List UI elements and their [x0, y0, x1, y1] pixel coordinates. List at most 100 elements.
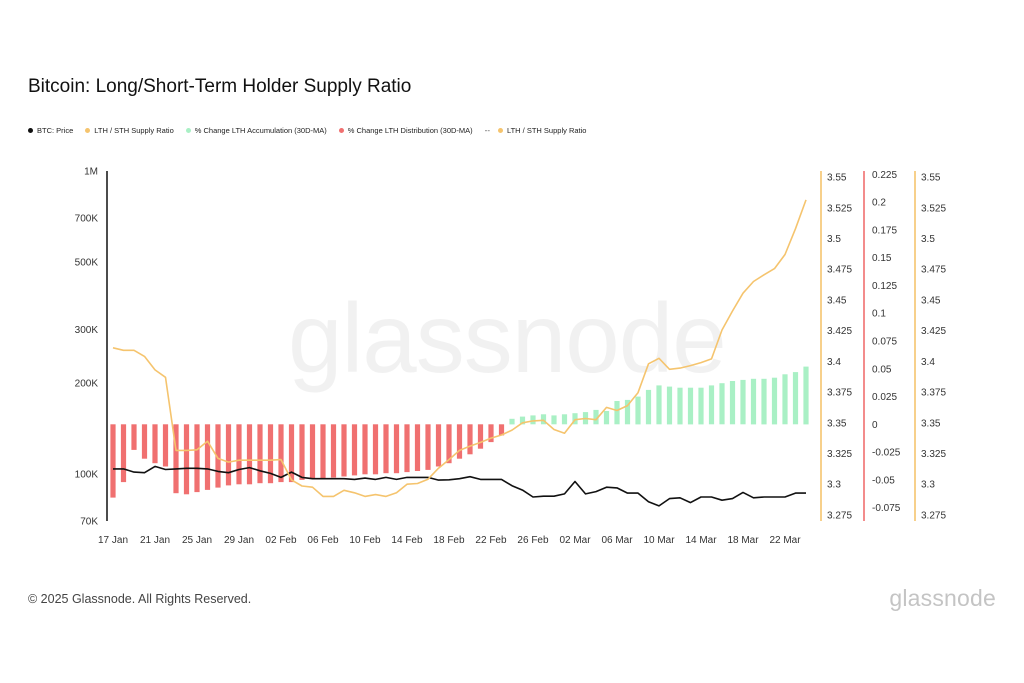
- legend-label: LTH / STH Supply Ratio: [506, 125, 587, 135]
- accumulation-bar: [687, 387, 694, 425]
- distribution-bar: [120, 424, 127, 483]
- y-ratio-tick-label: 3.325: [827, 449, 852, 460]
- distribution-bar: [341, 424, 347, 477]
- distribution-bar: [267, 424, 274, 484]
- legend-item-supply-ratio-dashed[interactable]: -- LTH / STH Supply Ratio: [485, 126, 587, 135]
- distribution-bar: [141, 424, 148, 459]
- y-ratio-tick-label: 3.475: [921, 265, 946, 276]
- x-tick-label: 21 Jan: [140, 535, 170, 546]
- y-ratio-tick-label: 3.45: [921, 295, 941, 306]
- y-pct-tick-label: -0.05: [872, 475, 895, 486]
- bars-layer: [110, 366, 809, 498]
- accumulation-bar: [614, 401, 620, 425]
- distribution-bar: [257, 424, 263, 484]
- distribution-bar: [299, 424, 305, 480]
- x-tick-label: 10 Mar: [643, 535, 675, 546]
- btc-price-line: [113, 465, 806, 507]
- accumulation-bar: [530, 415, 536, 425]
- chart-legend: BTC: Price LTH / STH Supply Ratio % Chan…: [28, 124, 598, 136]
- distribution-bar: [446, 424, 452, 464]
- legend-item-accumulation[interactable]: % Change LTH Accumulation (30D-MA): [185, 126, 327, 135]
- legend-item-distribution[interactable]: % Change LTH Distribution (30D-MA): [338, 125, 473, 135]
- accumulation-bar: [666, 386, 673, 425]
- y-ratio-tick-label: 3.35: [921, 418, 941, 429]
- distribution-bar: [456, 424, 463, 459]
- axes-layer: 70K 100K 200K 300K 500K 700K 1M 17 Jan 21 Jan 25 …: [75, 167, 947, 547]
- y-ratio-tick-label: 3.375: [827, 388, 852, 399]
- distribution-bar: [288, 424, 295, 483]
- distribution-bar: [320, 424, 326, 479]
- y-left-tick-label: 500K: [75, 258, 99, 269]
- accumulation-bar: [645, 389, 652, 425]
- distribution-bar: [110, 424, 116, 498]
- accumulation-bar: [792, 372, 799, 425]
- distribution-bar: [498, 424, 505, 436]
- x-tick-label: 17 Jan: [98, 535, 128, 546]
- legend-dot-icon: [85, 127, 91, 133]
- accumulation-bar: [624, 399, 631, 425]
- x-tick-label: 14 Mar: [685, 535, 717, 546]
- legend-dot-icon: [338, 127, 344, 133]
- y-left-tick-label: 100K: [75, 470, 99, 481]
- lines-layer: [112, 199, 807, 507]
- x-tick-label: 26 Feb: [517, 535, 549, 546]
- accumulation-bar: [635, 396, 641, 425]
- accumulation-bar: [782, 374, 788, 425]
- legend-item-supply-ratio[interactable]: LTH / STH Supply Ratio: [85, 125, 174, 135]
- distribution-bar: [425, 424, 431, 470]
- accumulation-bar: [750, 378, 757, 425]
- x-tick-label: 22 Mar: [769, 535, 801, 546]
- accumulation-bar: [677, 387, 683, 425]
- distribution-bar: [152, 424, 158, 464]
- accumulation-bar: [803, 366, 809, 425]
- distribution-bar: [225, 424, 232, 486]
- distribution-bar: [330, 424, 337, 478]
- legend-label: % Change LTH Distribution (30D-MA): [347, 125, 473, 135]
- legend-label: LTH / STH Supply Ratio: [94, 125, 174, 135]
- distribution-bar: [204, 424, 211, 490]
- y-pct-tick-label: -0.025: [872, 448, 901, 459]
- distribution-bar: [215, 424, 221, 488]
- y-pct-tick-label: 0: [872, 420, 878, 431]
- distribution-bar: [372, 424, 379, 475]
- accumulation-bar: [761, 378, 767, 425]
- y-pct-tick-label: 0.225: [872, 170, 897, 181]
- y-left-tick-label: 300K: [75, 325, 99, 336]
- y-ratio-tick-label: 3.5: [827, 234, 841, 245]
- accumulation-bar: [551, 415, 557, 425]
- glassnode-logo: glassnode: [889, 585, 996, 611]
- distribution-bar: [435, 424, 442, 467]
- distribution-bar: [351, 424, 358, 476]
- y-pct-tick-label: 0.125: [872, 281, 897, 292]
- distribution-bar: [183, 424, 190, 495]
- legend-item-btc-price[interactable]: BTC: Price: [28, 126, 73, 135]
- distribution-bar: [236, 424, 242, 485]
- y-pct-tick-label: 0.175: [872, 225, 897, 236]
- y-ratio-tick-label: 3.525: [827, 203, 852, 214]
- accumulation-bar: [729, 381, 736, 425]
- x-tick-label: 10 Feb: [349, 535, 381, 546]
- accumulation-bar: [519, 416, 526, 425]
- x-tick-label: 06 Feb: [307, 535, 339, 546]
- x-tick-label: 29 Jan: [224, 535, 254, 546]
- distribution-bar: [194, 424, 200, 493]
- y-ratio-tick-label: 3.325: [921, 449, 946, 460]
- accumulation-bar: [708, 385, 715, 425]
- y-pct-tick-label: 0.025: [872, 392, 897, 403]
- legend-dot-icon: [28, 127, 33, 133]
- copyright-text: © 2025 Glassnode. All Rights Reserved.: [28, 592, 252, 606]
- accumulation-bar: [771, 377, 778, 425]
- y-ratio-tick-label: 3.475: [827, 265, 852, 276]
- x-tick-label: 25 Jan: [182, 535, 212, 546]
- distribution-bar: [131, 424, 137, 450]
- accumulation-bar: [656, 385, 662, 425]
- accumulation-bar: [509, 418, 515, 425]
- supply-ratio-line: [112, 199, 807, 498]
- distribution-bar: [467, 424, 473, 455]
- y-left-tick-label: 700K: [75, 213, 99, 224]
- y-ratio-tick-label: 3.425: [827, 326, 852, 337]
- distribution-bar: [414, 424, 421, 471]
- accumulation-bar: [603, 411, 610, 425]
- y-ratio-tick-label: 3.375: [921, 388, 946, 399]
